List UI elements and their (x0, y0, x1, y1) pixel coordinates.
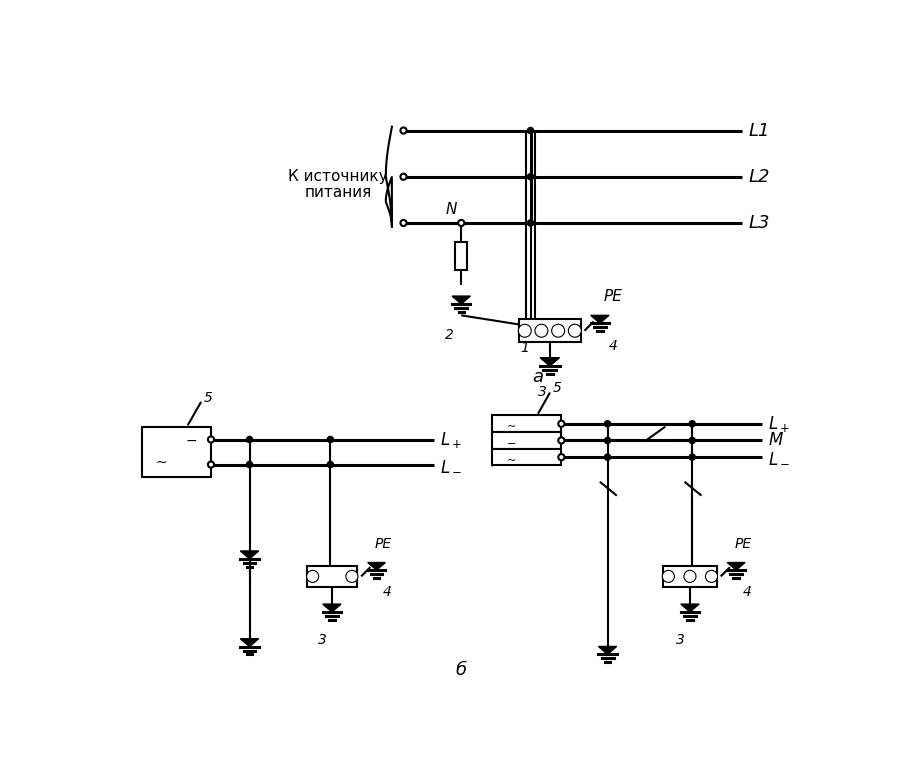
Text: 4: 4 (382, 584, 392, 599)
Text: питания: питания (304, 185, 372, 199)
Text: ~: ~ (156, 456, 166, 470)
Bar (492, 416, 562, 432)
Polygon shape (590, 315, 609, 323)
Circle shape (400, 220, 407, 226)
Circle shape (346, 571, 358, 582)
Circle shape (689, 421, 696, 427)
Text: ~: ~ (507, 456, 516, 466)
Circle shape (569, 324, 581, 337)
Circle shape (527, 220, 534, 226)
Circle shape (662, 571, 674, 582)
Polygon shape (727, 562, 745, 570)
Circle shape (247, 436, 253, 443)
Text: −: − (507, 439, 516, 449)
Bar (492, 449, 562, 466)
Circle shape (689, 437, 696, 443)
Polygon shape (368, 562, 385, 570)
Circle shape (552, 324, 564, 337)
Circle shape (328, 436, 333, 443)
Bar (519, 319, 580, 342)
Circle shape (706, 571, 717, 582)
Circle shape (535, 324, 548, 337)
Polygon shape (452, 296, 471, 304)
Circle shape (400, 173, 407, 179)
Circle shape (558, 437, 564, 443)
Text: 5: 5 (553, 381, 562, 396)
Bar (307, 565, 357, 588)
Text: К источнику: К источнику (288, 170, 388, 184)
Circle shape (208, 462, 214, 468)
Bar (663, 565, 717, 588)
Circle shape (684, 571, 696, 582)
Text: L1: L1 (749, 121, 770, 140)
Text: а: а (533, 368, 544, 386)
Text: $L_+$: $L_+$ (768, 413, 789, 434)
Text: ~: ~ (507, 423, 516, 433)
Text: N: N (446, 202, 457, 216)
Text: L2: L2 (749, 168, 770, 186)
Polygon shape (323, 604, 341, 612)
Circle shape (208, 436, 214, 443)
Circle shape (605, 437, 610, 443)
Bar (455, 242, 467, 269)
Polygon shape (240, 551, 258, 559)
Bar (141, 427, 211, 477)
Bar (492, 432, 562, 449)
Text: 4: 4 (742, 584, 752, 599)
Circle shape (558, 454, 564, 460)
Text: 3: 3 (537, 384, 546, 399)
Text: $M$: $M$ (768, 432, 784, 449)
Text: $L_-$: $L_-$ (768, 448, 790, 466)
Text: $L_-$: $L_-$ (440, 456, 463, 473)
Text: PE: PE (734, 537, 752, 551)
Text: 3: 3 (319, 634, 327, 647)
Text: −: − (185, 434, 197, 448)
Circle shape (400, 127, 407, 133)
Text: 4: 4 (609, 339, 618, 353)
Text: 3: 3 (676, 634, 685, 647)
Circle shape (527, 173, 534, 179)
Polygon shape (540, 357, 560, 366)
Polygon shape (598, 647, 616, 654)
Circle shape (527, 127, 534, 133)
Text: 2: 2 (446, 328, 454, 341)
Circle shape (558, 421, 564, 427)
Text: L3: L3 (749, 214, 770, 232)
Circle shape (458, 220, 464, 226)
Circle shape (307, 571, 319, 582)
Text: $L_+$: $L_+$ (440, 430, 463, 449)
Circle shape (689, 454, 696, 460)
Text: PE: PE (604, 288, 623, 304)
Polygon shape (680, 604, 699, 612)
Circle shape (605, 454, 610, 460)
Circle shape (328, 462, 333, 468)
Text: б: б (455, 660, 467, 679)
Text: 5: 5 (203, 390, 212, 405)
Text: 1: 1 (520, 341, 529, 355)
Circle shape (605, 421, 610, 427)
Circle shape (518, 324, 531, 337)
Polygon shape (240, 639, 258, 647)
Text: PE: PE (375, 537, 392, 551)
Circle shape (247, 462, 253, 468)
